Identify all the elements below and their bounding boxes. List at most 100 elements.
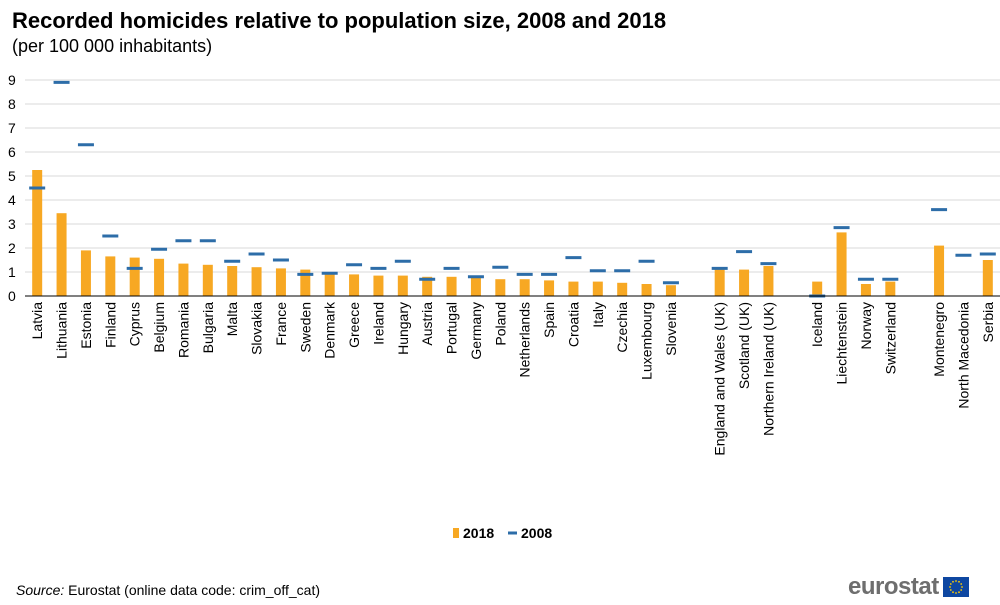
bar-2018 <box>519 279 530 296</box>
bar-2018 <box>495 279 506 296</box>
flag-star <box>949 589 952 591</box>
x-tick-label: Greece <box>346 302 362 348</box>
legend-label-2008: 2008 <box>521 525 552 541</box>
x-tick-label: Switzerland <box>882 302 898 374</box>
flag-star <box>959 583 962 585</box>
flag-star <box>957 580 960 583</box>
legend: 2018 2008 <box>453 525 552 541</box>
flag-star <box>959 589 962 591</box>
bar-2018 <box>275 268 286 296</box>
y-tick-label: 8 <box>8 96 16 112</box>
bar-2018 <box>373 275 384 296</box>
bar-2018 <box>154 258 165 296</box>
bar-2018 <box>324 272 335 296</box>
bar-2018 <box>714 267 725 296</box>
x-tick-label: Portugal <box>444 302 460 354</box>
x-tick-label: England and Wales (UK) <box>712 302 728 456</box>
bar-2018 <box>763 266 774 296</box>
x-tick-label: Netherlands <box>517 302 533 378</box>
x-tick-label: Austria <box>419 302 435 346</box>
x-tick-label: Estonia <box>78 302 94 349</box>
flag-star <box>951 591 954 594</box>
x-tick-label: Cyprus <box>127 302 143 346</box>
flag-star <box>954 580 957 582</box>
bar-2018 <box>982 260 993 296</box>
bar-2018 <box>251 267 262 296</box>
x-tick-label: Belgium <box>151 302 167 353</box>
x-tick-label: Malta <box>224 302 240 336</box>
x-tick-label: Serbia <box>980 302 996 343</box>
bar-2018 <box>885 281 896 296</box>
flag-star <box>957 591 960 594</box>
logo-text: eurostat <box>848 573 939 600</box>
bar-2018 <box>80 250 91 296</box>
chart-subtitle: (per 100 000 inhabitants) <box>12 36 213 56</box>
x-tick-label: Scotland (UK) <box>736 302 752 389</box>
bar-2018 <box>227 266 238 296</box>
x-tick-label: Ireland <box>370 302 386 345</box>
x-tick-label: Italy <box>590 302 606 328</box>
legend-swatch-2018 <box>453 528 459 538</box>
flag-star <box>960 586 963 588</box>
bar-2018 <box>56 213 67 296</box>
x-tick-label: Luxembourg <box>639 302 655 380</box>
flag-star <box>948 586 951 588</box>
source-note: Source: Eurostat (online data code: crim… <box>16 582 320 598</box>
bar-2018 <box>300 269 311 296</box>
x-tick-label: Hungary <box>395 302 411 355</box>
bar-2018 <box>812 281 823 296</box>
x-tick-label: Montenegro <box>931 302 947 377</box>
eu-flag-icon <box>942 577 969 597</box>
y-tick-label: 7 <box>8 120 16 136</box>
flag-star <box>954 592 957 594</box>
x-tick-label: Denmark <box>322 301 338 359</box>
x-tick-label: North Macedonia <box>955 302 971 409</box>
y-axis-ticks: 0 1 2 3 4 5 6 7 8 9 <box>8 72 16 304</box>
flag-star <box>949 583 952 585</box>
x-tick-label: Northern Ireland (UK) <box>760 302 776 436</box>
x-tick-label: Iceland <box>809 302 825 347</box>
x-tick-label: Romania <box>175 302 191 358</box>
x-tick-label: Finland <box>102 302 118 348</box>
bars-2018 <box>32 170 993 296</box>
bar-2018 <box>641 284 652 296</box>
source-text: Eurostat (online data code: crim_off_cat… <box>68 582 321 598</box>
bar-2018 <box>32 170 43 296</box>
y-tick-label: 1 <box>8 264 16 280</box>
x-tick-label: Latvia <box>29 302 45 340</box>
markers-2008 <box>29 80 996 298</box>
bar-2018 <box>470 278 481 296</box>
bar-2018 <box>202 264 213 296</box>
y-tick-label: 4 <box>8 192 16 208</box>
y-tick-label: 3 <box>8 216 16 232</box>
x-tick-label: Slovakia <box>249 302 265 355</box>
bar-2018 <box>178 263 189 296</box>
y-tick-label: 5 <box>8 168 16 184</box>
y-tick-label: 0 <box>8 288 16 304</box>
source-label: Source: <box>16 582 65 598</box>
x-tick-label: Croatia <box>565 302 581 347</box>
chart-area: 0 1 2 3 4 5 6 7 8 9 Latvia Lithuania Estonia Finland… <box>8 72 1000 541</box>
x-tick-label: Liechtenstein <box>834 302 850 385</box>
bar-2018 <box>422 276 433 296</box>
x-tick-label: Slovenia <box>663 302 679 356</box>
bar-2018 <box>934 245 945 296</box>
flag-star <box>951 580 954 583</box>
x-tick-label: France <box>273 302 289 346</box>
bar-2018 <box>739 269 750 296</box>
eurostat-logo: eurostat <box>848 573 969 600</box>
x-tick-label: Poland <box>492 302 508 346</box>
x-tick-label: Czechia <box>614 302 630 353</box>
bar-2018 <box>349 274 360 296</box>
bar-2018 <box>665 285 676 296</box>
x-tick-label: Lithuania <box>54 302 70 359</box>
legend-label-2018: 2018 <box>463 525 494 541</box>
chart-title: Recorded homicides relative to populatio… <box>12 8 667 33</box>
x-axis-labels: Latvia Lithuania Estonia Finland Cyprus Belgi… <box>29 301 996 456</box>
x-tick-label: Spain <box>541 302 557 338</box>
bar-2018 <box>860 284 871 296</box>
bar-2018 <box>397 275 408 296</box>
y-tick-label: 9 <box>8 72 16 88</box>
x-tick-label: Norway <box>858 302 874 349</box>
bar-2018 <box>836 232 847 296</box>
